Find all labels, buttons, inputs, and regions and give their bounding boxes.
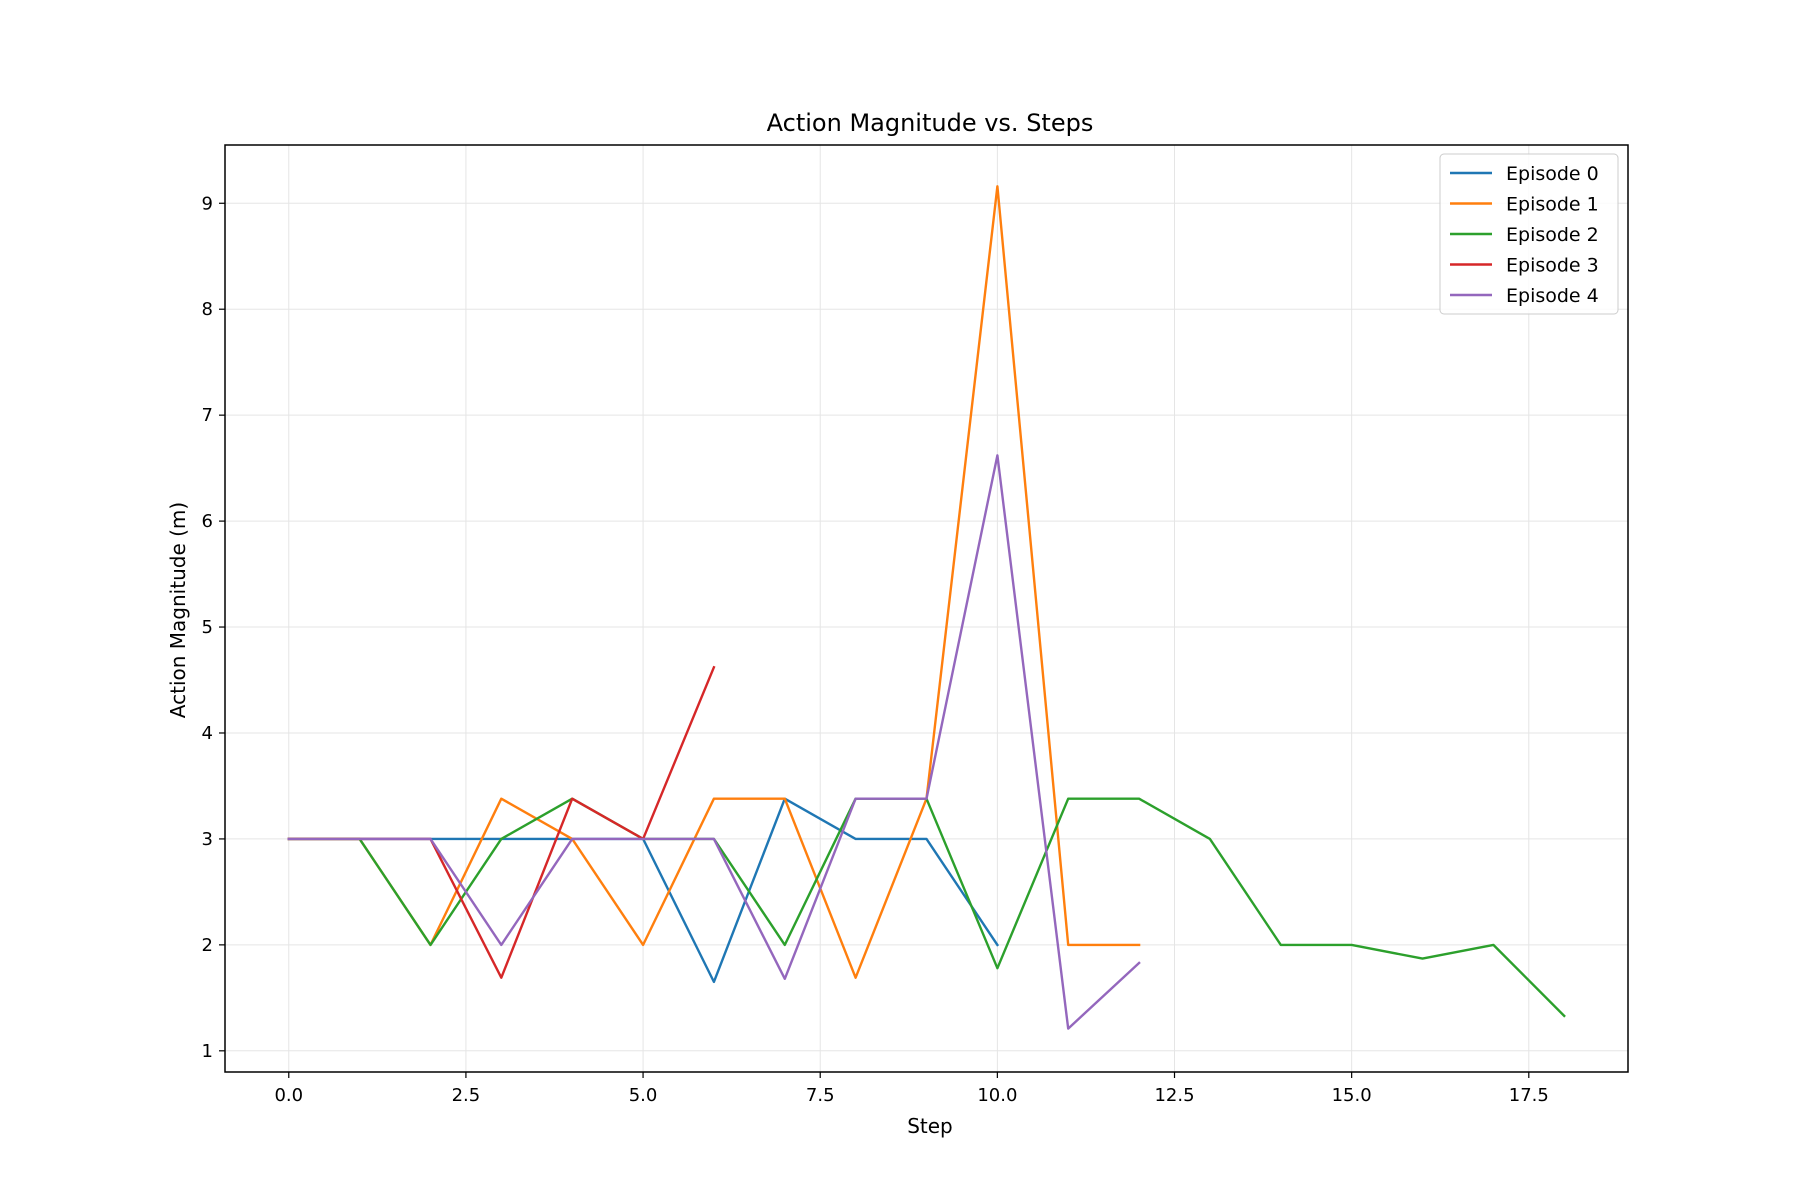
y-tick-label: 9 — [202, 193, 213, 214]
plot-frame — [224, 144, 1629, 1073]
x-tick-label: 2.5 — [452, 1085, 481, 1106]
y-tick-label: 3 — [202, 829, 213, 850]
series-line-episode-2 — [287, 797, 1566, 1018]
x-tick-label: 7.5 — [806, 1085, 835, 1106]
legend-label: Episode 0 — [1506, 163, 1599, 185]
series-line-episode-4 — [287, 454, 1141, 1030]
legend-label: Episode 4 — [1506, 285, 1599, 307]
x-axis-label: Step — [907, 1114, 953, 1138]
y-tick-label: 1 — [202, 1041, 213, 1062]
series-layer — [287, 185, 1566, 1030]
y-tick-label: 2 — [202, 935, 213, 956]
y-tick-label: 7 — [202, 405, 213, 426]
y-tick-label: 8 — [202, 299, 213, 320]
legend-label: Episode 3 — [1506, 255, 1599, 277]
chart-title: Action Magnitude vs. Steps — [767, 109, 1094, 137]
x-tick-label: 12.5 — [1154, 1085, 1194, 1106]
legend: Episode 0 Episode 1 Episode 2 Episode 3 Epis… — [1439, 153, 1619, 315]
x-axis-ticks: 0.0 2.5 5.0 7.5 10.0 12.5 15.0 17.5 — [274, 1072, 1549, 1106]
y-axis-ticks: 1 2 3 4 5 6 7 8 9 — [202, 193, 225, 1062]
y-tick-label: 6 — [202, 511, 213, 532]
series-line-episode-1 — [287, 185, 1141, 979]
y-axis-label: Action Magnitude (m) — [166, 502, 190, 718]
x-tick-label: 5.0 — [629, 1085, 658, 1106]
x-tick-label: 17.5 — [1509, 1085, 1549, 1106]
legend-label: Episode 1 — [1506, 194, 1599, 216]
x-tick-label: 0.0 — [274, 1085, 303, 1106]
x-tick-label: 15.0 — [1332, 1085, 1372, 1106]
legend-box — [1439, 153, 1619, 315]
x-tick-label: 10.0 — [977, 1085, 1017, 1106]
y-tick-label: 5 — [202, 617, 213, 638]
y-tick-label: 4 — [202, 723, 213, 744]
legend-label: Episode 2 — [1506, 224, 1599, 246]
